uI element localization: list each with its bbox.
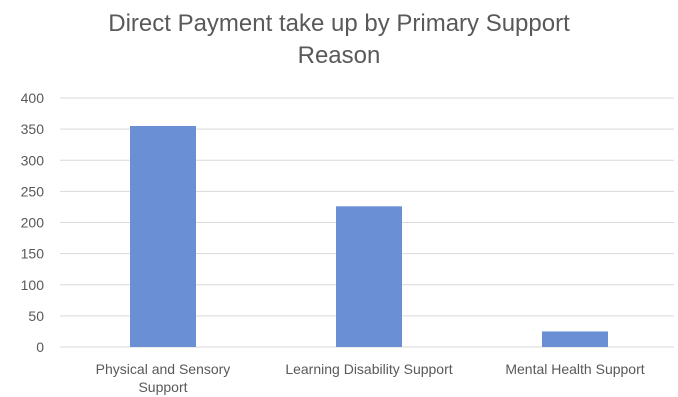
- y-tick-label: 0: [36, 339, 44, 355]
- bar: [542, 331, 608, 347]
- y-tick-label: 200: [21, 215, 45, 231]
- y-tick-label: 350: [21, 121, 45, 137]
- x-tick-label: Physical and Sensory: [96, 361, 231, 377]
- y-tick-label: 250: [21, 183, 45, 199]
- y-tick-label: 150: [21, 246, 45, 262]
- bars: [130, 126, 608, 347]
- x-axis-labels: Physical and Sensory Support Learning Disa…: [96, 361, 645, 395]
- bar: [130, 126, 196, 347]
- chart-title-line-2: Reason: [297, 42, 381, 69]
- x-tick-label: Support: [138, 379, 187, 395]
- y-tick-label: 300: [21, 152, 45, 168]
- x-tick-label: Mental Health Support: [505, 361, 644, 377]
- y-axis-ticks: 0 50 100 150 200 250 300 350 400: [21, 90, 45, 355]
- y-tick-label: 400: [21, 90, 45, 106]
- y-tick-label: 50: [28, 308, 44, 324]
- x-tick-label: Learning Disability Support: [285, 361, 452, 377]
- chart-title-line-1: Direct Payment take up by Primary Suppor…: [108, 10, 570, 37]
- y-tick-label: 100: [21, 277, 45, 293]
- chart-title: Direct Payment take up by Primary Suppor…: [0, 8, 678, 72]
- bar: [336, 206, 402, 347]
